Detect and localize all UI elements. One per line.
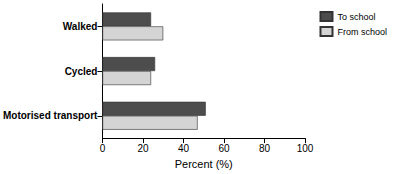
svg-text:Walked: Walked	[63, 21, 98, 32]
svg-text:20: 20	[137, 143, 149, 154]
svg-text:Motorised transport: Motorised transport	[3, 110, 98, 121]
svg-text:0: 0	[100, 143, 106, 154]
svg-text:100: 100	[297, 143, 314, 154]
svg-text:80: 80	[259, 143, 271, 154]
svg-text:From school: From school	[337, 27, 387, 37]
svg-text:40: 40	[178, 143, 190, 154]
svg-text:Percent (%): Percent (%)	[175, 158, 233, 170]
svg-text:60: 60	[218, 143, 230, 154]
svg-text:To school: To school	[337, 12, 375, 22]
svg-text:Cycled: Cycled	[65, 66, 98, 77]
